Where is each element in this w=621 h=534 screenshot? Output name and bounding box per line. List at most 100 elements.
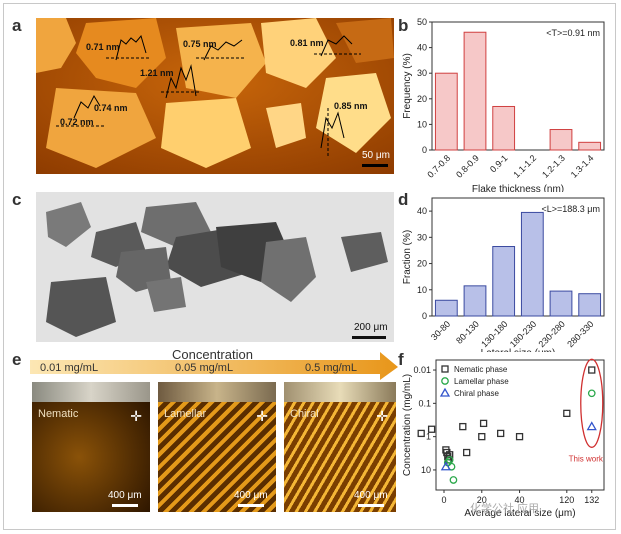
panel-label-b: b: [398, 16, 409, 35]
legend-label-2: Chiral phase: [454, 389, 499, 398]
panel-label-f: f: [398, 350, 404, 369]
afm-scale-label: 50 μm: [362, 150, 390, 161]
bar-3: [520, 211, 544, 317]
x-tick-2: 0.9-1: [488, 153, 510, 175]
x-tick-5: 1.3-1.4: [569, 153, 596, 180]
x-axis-label: Flake thickness (nm): [472, 184, 564, 192]
x-tick-0: 30-80: [429, 319, 452, 342]
y-tick-0: 0.01: [413, 365, 431, 375]
tem-flakes: [46, 202, 388, 337]
chart-concentration: 0.01 0.1 1 10 0 20 40 120 132 Average lateral siz…: [402, 358, 605, 519]
crosshair-icon: ✛: [130, 408, 142, 424]
panel-label-c: c: [12, 190, 22, 209]
afm-label-3: 0.75 nm: [183, 39, 217, 49]
x-tick-4: 132: [584, 495, 599, 505]
y-tick-1: 0.1: [418, 398, 431, 408]
y-axis-label: Fraction (%): [402, 230, 413, 284]
crosshair-icon: ✛: [376, 408, 388, 424]
pom-label-nematic: Nematic: [38, 408, 79, 420]
concentration-high: 0.5 mg/mL: [305, 362, 357, 374]
point-2-1: [586, 421, 597, 431]
pom-scalebar-lamellar: [238, 504, 264, 507]
point-0-13: [563, 409, 571, 418]
watermark: 化学公社 应用: [470, 503, 540, 515]
bar-4: [549, 129, 573, 151]
x-tick-4: 230-280: [537, 319, 567, 349]
y-tick-4: 40: [417, 206, 427, 216]
x-tick-4: 1.2-1.3: [540, 153, 567, 180]
concentration-low: 0.01 mg/mL: [40, 362, 99, 374]
panel-label-a: a: [12, 16, 22, 35]
x-tick-3: 120: [559, 495, 574, 505]
afm-profiles: [56, 34, 361, 158]
bar-5: [578, 141, 602, 151]
afm-label-2: 1.21 nm: [140, 68, 174, 78]
concentration-mid: 0.05 mg/mL: [175, 362, 234, 374]
y-axis-label: Frequency (%): [402, 53, 413, 119]
point-0-6: [478, 432, 486, 441]
y-tick-3: 30: [417, 232, 427, 242]
legend-marker-1: [441, 377, 449, 385]
y-tick-0: 0: [422, 145, 427, 155]
point-0-8: [515, 432, 524, 441]
panel-label-d: d: [398, 190, 409, 209]
crosshair-icon: ✛: [256, 408, 268, 424]
y-axis-label: Concentration (mg/mL): [402, 374, 413, 476]
concentration-arrow: [30, 352, 398, 380]
legend-marker-2: [439, 387, 451, 397]
afm-label-6: 0.72 nm: [60, 117, 94, 127]
afm-label-5: 0.74 nm: [94, 103, 128, 113]
afm-flakes: [36, 18, 394, 174]
afm-label-7: 0.85 nm: [334, 101, 368, 111]
y-tick-4: 40: [417, 43, 427, 53]
point-0-11: [459, 422, 467, 431]
pom-image-chiral: Chiral ✛ 400 μm: [284, 402, 396, 512]
pom-scale-chiral: 400 μm: [354, 490, 388, 501]
x-tick-3: 1.1-1.2: [511, 153, 538, 180]
x-tick-3: 180-230: [508, 319, 538, 349]
legend-label-1: Lamellar phase: [454, 377, 509, 386]
point-0-5: [463, 448, 471, 457]
tem-image: 200 μm: [36, 192, 394, 342]
x-tick-1: 0.8-0.9: [454, 153, 481, 180]
legend-marker-0: [441, 365, 449, 373]
bar-5: [578, 293, 602, 317]
pom-scalebar-chiral: [358, 504, 384, 507]
tem-scale-bar: [352, 336, 386, 339]
afm-image: 0.71 nm 1.21 nm 0.75 nm 0.81 nm 0.74 nm …: [36, 18, 394, 174]
bar-0: [434, 72, 458, 151]
afm-label-1: 0.71 nm: [86, 42, 120, 52]
y-tick-1: 10: [417, 285, 427, 295]
panel-label-e: e: [12, 350, 22, 369]
tem-scale-label: 200 μm: [354, 322, 388, 333]
x-axis-label: Lateral size (μm): [481, 348, 556, 352]
point-1-3: [449, 476, 458, 484]
figure-frame: [3, 3, 616, 530]
x-tick-1: 80-130: [454, 319, 481, 346]
pom-scale-lamellar: 400 μm: [234, 490, 268, 501]
point-0-14: [588, 366, 596, 374]
chart-annotation: <T>=0.91 nm: [546, 28, 600, 38]
afm-scale-bar: [362, 164, 388, 167]
bar-0: [434, 299, 458, 317]
chart-annotation: <L>=188.3 μm: [542, 204, 600, 214]
x-tick-5: 280-330: [565, 319, 595, 349]
y-tick-2: 1: [426, 432, 431, 442]
point-0-10: [427, 425, 436, 433]
bar-2: [492, 105, 516, 151]
point-0-12: [479, 419, 488, 428]
x-axis-label: Average lateral size (μm): [464, 508, 575, 519]
bar-4: [549, 290, 573, 317]
x-tick-0: 0: [441, 495, 446, 505]
vial-strip-2: [158, 382, 276, 402]
vial-strip-3: [284, 382, 396, 402]
y-tick-5: 50: [417, 17, 427, 27]
point-1-4: [587, 389, 596, 398]
y-tick-2: 20: [417, 94, 427, 104]
x-tick-2: 40: [515, 495, 525, 505]
plot-frame: [431, 21, 605, 151]
afm-label-4: 0.81 nm: [290, 38, 324, 48]
pom-image-lamellar: Lamellar ✛ 400 μm: [158, 402, 276, 512]
y-tick-0: 0: [422, 311, 427, 321]
plot-frame: [431, 197, 605, 317]
